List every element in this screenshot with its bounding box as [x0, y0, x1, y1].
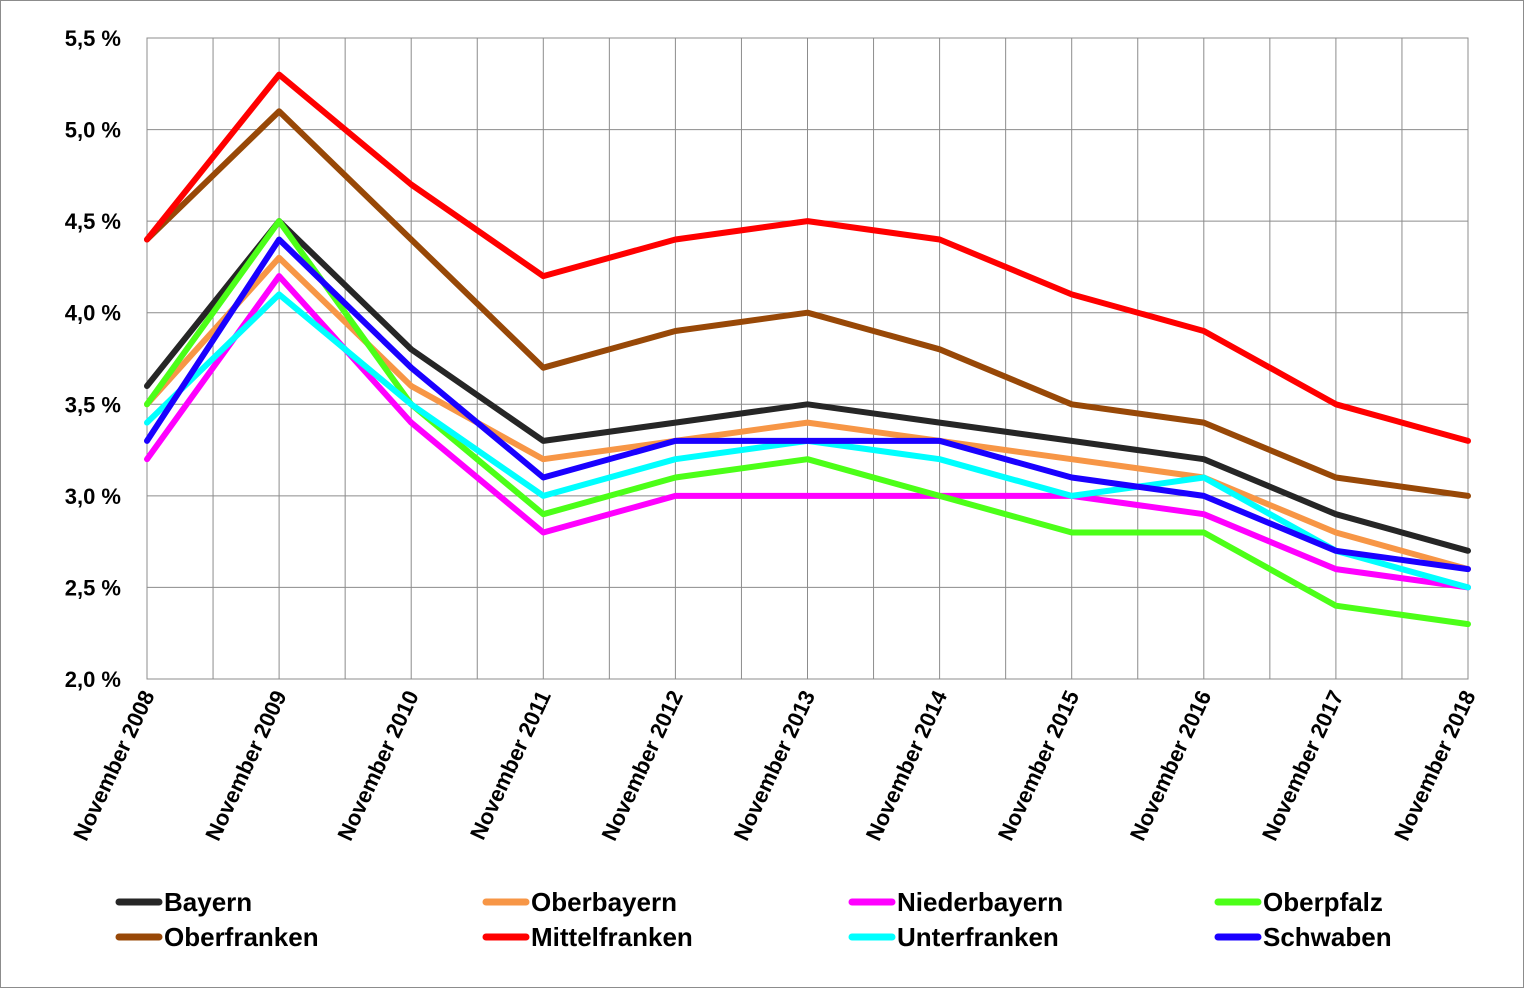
y-axis-ticks: 2,0 % 2,5 % 3,0 % 3,5 % 4,0 % 4,5 % 5,0 % 5,5 % [65, 26, 121, 692]
x-tick-label: November 2010 [332, 687, 423, 845]
legend-label: Schwaben [1263, 922, 1392, 952]
series-line-oberfranken [144, 108, 1471, 499]
x-tick-label: November 2009 [200, 687, 291, 845]
x-tick-label: November 2014 [861, 686, 953, 845]
x-tick-label: November 2012 [597, 687, 688, 845]
x-tick-label: November 2016 [1125, 687, 1216, 845]
series-line-mittelfranken [144, 71, 1471, 444]
legend-label: Niederbayern [897, 887, 1063, 917]
legend-label: Mittelfranken [531, 922, 693, 952]
y-tick-label: 3,5 % [65, 392, 121, 417]
legend-label: Oberpfalz [1263, 887, 1383, 917]
series-lines [144, 71, 1471, 628]
y-tick-label: 3,0 % [65, 484, 121, 509]
y-tick-label: 2,0 % [65, 667, 121, 692]
x-tick-label: November 2015 [993, 687, 1084, 845]
x-axis-ticks: November 2008 November 2009 November 2010 N… [68, 686, 1480, 845]
x-tick-label: November 2017 [1257, 687, 1348, 845]
y-tick-label: 2,5 % [65, 575, 121, 600]
series-line-oberpfalz [144, 218, 1471, 628]
x-tick-label: November 2013 [729, 687, 820, 845]
x-tick-label: November 2008 [68, 687, 159, 845]
legend-label: Bayern [164, 887, 252, 917]
x-tick-label: November 2018 [1389, 687, 1480, 845]
series-line-schwaben [144, 236, 1471, 573]
y-tick-label: 4,5 % [65, 209, 121, 234]
y-tick-label: 5,5 % [65, 26, 121, 51]
grid [146, 37, 1469, 680]
y-tick-label: 4,0 % [65, 301, 121, 326]
plot-area [146, 37, 1469, 680]
legend-label: Oberbayern [531, 887, 677, 917]
legend-label: Unterfranken [897, 922, 1059, 952]
series-line-bayern [144, 218, 1471, 554]
y-tick-label: 5,0 % [65, 118, 121, 143]
x-tick-label: November 2011 [465, 687, 556, 844]
legend: Bayern Oberbayern Niederbayern Oberpfalz Obe… [115, 887, 1392, 952]
series-line-niederbayern [144, 273, 1471, 591]
legend-label: Oberfranken [164, 922, 319, 952]
